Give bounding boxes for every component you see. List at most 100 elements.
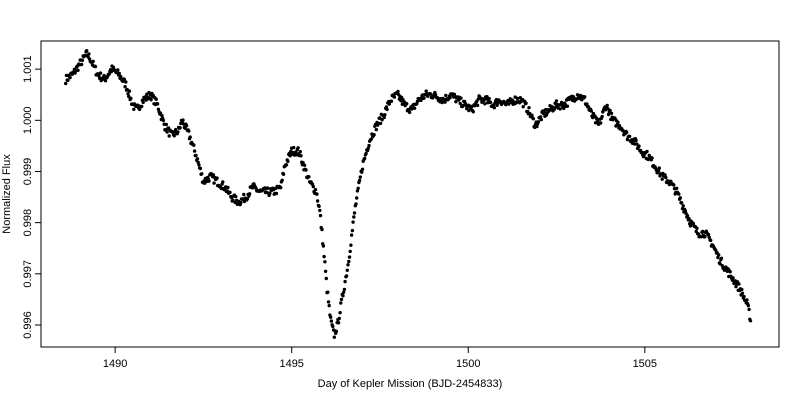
data-point [650,156,654,160]
data-point [380,118,384,122]
data-point [595,117,599,122]
data-point [161,118,166,123]
data-point [172,134,176,138]
data-point [304,168,308,172]
data-point [746,303,750,308]
data-point [424,89,428,93]
data-point [313,187,318,192]
data-point [385,107,389,112]
data-point [685,214,690,218]
data-point [155,102,160,106]
data-point [538,115,543,119]
data-point [703,235,707,239]
data-point [663,173,667,177]
data-point [116,68,120,72]
data-point [492,106,496,110]
data-point [550,105,554,109]
data-point [719,256,724,260]
data-point [737,282,741,286]
data-point [321,244,326,248]
data-point [245,197,250,201]
data-point [294,150,298,154]
data-point [132,107,136,112]
data-point [740,287,744,292]
data-point [337,316,341,321]
data-point [320,227,324,232]
data-point [324,276,328,281]
data-point [396,89,400,94]
data-point [656,169,661,173]
x-tick-label: 1505 [633,358,657,370]
data-point [675,186,679,190]
data-point [284,163,289,167]
data-point [292,145,296,150]
data-point [717,253,721,257]
data-point [207,179,211,183]
data-point [334,329,339,334]
data-point [234,194,238,199]
data-point [691,221,695,226]
data-point [194,153,198,158]
data-point [360,167,365,171]
data-point [734,284,738,289]
data-point [716,255,720,260]
data-point [286,159,290,164]
data-point [364,151,368,156]
data-point [606,112,611,117]
x-tick-label: 1495 [279,358,303,370]
data-point [369,137,373,141]
data-point [742,294,746,299]
data-point [221,180,225,184]
data-point [158,111,163,115]
data-point [625,137,630,142]
data-point [392,95,397,99]
data-point [374,127,378,132]
data-point [348,249,352,254]
data-point [200,172,204,176]
y-tick-label: 0.997 [22,260,34,288]
data-point [355,196,359,200]
data-point [515,96,520,101]
data-point [507,102,511,106]
data-point [299,154,303,158]
data-point [127,89,132,93]
data-point [107,72,111,76]
data-point [443,100,447,104]
data-point [642,153,646,157]
data-point [600,114,604,119]
data-point [454,100,458,104]
data-point [714,248,718,252]
data-point [98,71,103,75]
data-point [339,297,344,302]
data-point [645,149,649,154]
data-point [211,173,216,177]
data-point [521,105,525,109]
data-point [412,106,417,111]
data-point [323,269,328,273]
y-tick-label: 0.996 [22,311,34,339]
data-point [149,98,153,102]
data-point [123,85,127,89]
data-point [354,202,358,206]
data-point [586,105,591,109]
data-point [178,126,182,130]
data-point [707,235,711,239]
data-point [539,117,543,122]
data-point [625,130,629,135]
data-point [422,96,426,100]
data-point [709,238,713,243]
data-point [183,126,187,130]
data-point [266,186,270,190]
data-point [124,80,128,84]
data-point [119,74,123,79]
data-point [93,64,98,69]
data-point [102,73,106,78]
data-point [347,259,351,264]
data-point [329,319,334,323]
y-tick-label: 1.000 [22,107,34,135]
data-point [352,211,357,215]
data-point [363,156,367,161]
data-point [554,99,559,103]
data-point [318,213,323,218]
